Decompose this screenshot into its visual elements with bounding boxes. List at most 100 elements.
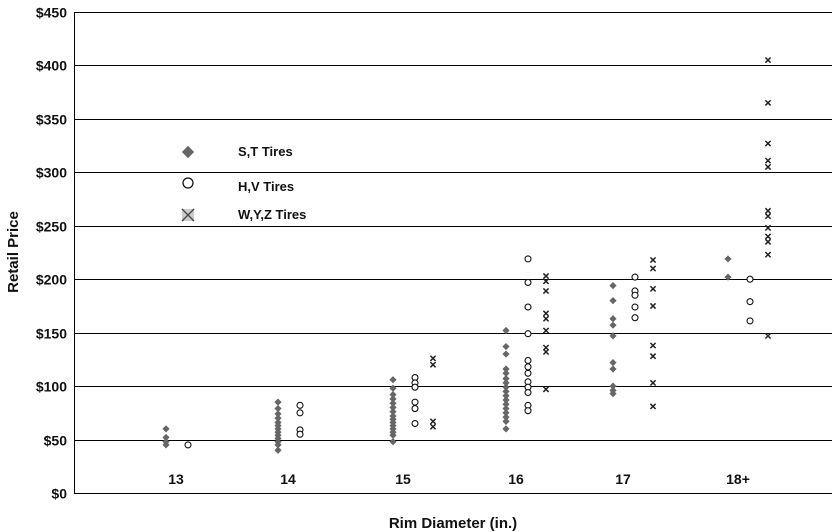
- data-point-diamond: [502, 413, 510, 421]
- data-point-diamond: [389, 391, 397, 399]
- data-point-cross: [429, 355, 437, 362]
- data-point-diamond: [162, 425, 170, 433]
- data-point-cross: [764, 213, 772, 220]
- data-point-diamond: [162, 433, 170, 442]
- data-point-diamond: [389, 384, 397, 392]
- x-tick-label: 14: [280, 471, 296, 487]
- y-tick-label: $350: [36, 112, 67, 128]
- data-point-circle: [524, 388, 532, 397]
- data-point-cross: [764, 140, 772, 147]
- data-point-circle: [524, 407, 532, 415]
- data-point-circle: [411, 398, 419, 406]
- y-tick-label: $50: [44, 433, 68, 449]
- y-tick-label: $100: [36, 379, 67, 395]
- data-point-diamond: [502, 425, 510, 433]
- data-point-diamond: [162, 441, 170, 449]
- legend: S,T Tires H,V Tires W,Y,Z Tires: [181, 144, 306, 222]
- data-point-cross: [649, 342, 657, 349]
- data-point-cross: [764, 224, 772, 232]
- data-point-circle: [524, 330, 532, 338]
- data-point-diamond: [609, 321, 617, 329]
- data-point-circle: [746, 275, 754, 283]
- data-point-circle: [296, 430, 304, 438]
- x-tick-label: 17: [615, 471, 631, 487]
- data-point-cross: [542, 327, 550, 334]
- data-point-diamond: [609, 332, 617, 340]
- data-point-diamond: [502, 369, 510, 377]
- data-point-diamond: [502, 383, 510, 391]
- data-point-cross: [764, 157, 772, 164]
- data-point-circle: [524, 356, 532, 365]
- data-point-diamond: [389, 431, 397, 439]
- data-point-cross: [764, 207, 772, 214]
- data-point-circle: [411, 405, 419, 413]
- data-point-circle: [631, 273, 639, 281]
- data-point-circle: [631, 314, 639, 322]
- y-tick-label: $250: [36, 219, 67, 235]
- data-point-cross: [764, 163, 772, 171]
- data-point-cross: [764, 251, 772, 258]
- data-point-diamond: [502, 375, 510, 383]
- data-point-circle: [746, 298, 754, 306]
- data-point-diamond: [274, 404, 282, 413]
- data-point-diamond: [389, 403, 397, 412]
- legend-marker-diamond: [181, 145, 195, 159]
- data-point-diamond: [274, 414, 282, 422]
- data-point-cross: [429, 418, 437, 425]
- data-point-diamond: [502, 365, 510, 373]
- data-point-cross: [542, 272, 550, 280]
- data-point-cross: [649, 285, 657, 292]
- data-point-diamond: [609, 365, 617, 373]
- data-point-circle: [411, 383, 419, 391]
- data-point-diamond: [609, 315, 617, 323]
- data-point-diamond: [502, 342, 510, 351]
- data-point-circle: [631, 303, 639, 311]
- data-point-diamond: [724, 255, 732, 263]
- y-axis-title: Retail Price: [5, 211, 22, 293]
- data-point-cross: [542, 348, 550, 356]
- data-point-cross: [542, 315, 550, 322]
- data-point-circle: [524, 303, 532, 311]
- data-point-circle: [524, 363, 532, 371]
- x-tick-label: 18+: [726, 471, 750, 487]
- y-tick-label: $450: [36, 5, 67, 21]
- data-point-cross: [542, 278, 550, 285]
- data-point-cross: [649, 256, 657, 264]
- data-point-cross: [542, 386, 550, 393]
- data-point-diamond: [502, 392, 510, 400]
- data-point-cross: [764, 238, 772, 245]
- data-point-circle: [296, 401, 304, 409]
- data-point-cross: [542, 310, 550, 317]
- x-tick-label: 15: [395, 471, 411, 487]
- data-point-diamond: [502, 404, 510, 413]
- data-point-cross: [764, 332, 772, 340]
- data-point-circle: [524, 369, 532, 377]
- y-axis-tick-labels: $0 $50 $100 $150 $200 $250 $300 $350 $400 $450: [36, 5, 67, 502]
- data-point-diamond: [502, 379, 510, 387]
- legend-label: H,V Tires: [238, 179, 294, 194]
- x-tick-label: 13: [168, 471, 184, 487]
- data-point-diamond: [389, 399, 397, 407]
- data-points: [162, 56, 772, 454]
- data-point-circle: [524, 255, 532, 263]
- x-tick-label: 16: [508, 471, 524, 487]
- legend-marker-cross: [181, 208, 195, 222]
- y-tick-label: $400: [36, 58, 67, 74]
- grid-lines: [74, 12, 832, 494]
- data-point-diamond: [609, 297, 617, 305]
- data-point-cross: [764, 233, 772, 240]
- data-point-diamond: [389, 408, 397, 416]
- data-point-diamond: [502, 400, 510, 408]
- data-point-diamond: [609, 282, 617, 290]
- data-point-diamond: [274, 398, 282, 406]
- data-point-cross: [649, 379, 657, 387]
- y-tick-label: $200: [36, 272, 67, 288]
- data-point-diamond: [502, 326, 510, 335]
- data-point-cross: [649, 265, 657, 272]
- data-point-circle: [524, 278, 532, 286]
- data-point-cross: [764, 56, 772, 64]
- y-tick-label: $300: [36, 165, 67, 181]
- data-point-diamond: [502, 417, 510, 425]
- y-tick-label: $150: [36, 326, 67, 342]
